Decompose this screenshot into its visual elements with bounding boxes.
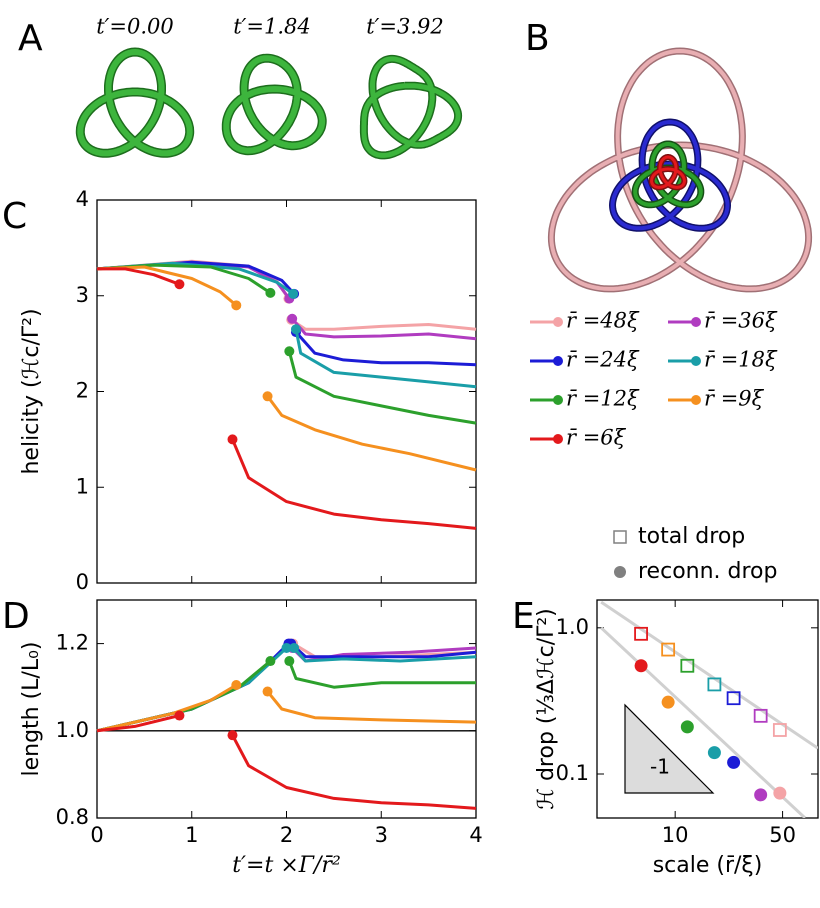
y-tick-label: 2 — [76, 379, 89, 403]
legend-dot — [553, 395, 563, 405]
knot — [77, 48, 193, 157]
plot-frame — [96, 199, 477, 584]
series-line — [96, 683, 477, 733]
reconnection-dot — [262, 686, 273, 697]
caption: t′=0.00 — [96, 15, 174, 39]
reconnection-dot — [174, 279, 185, 290]
legend-label: r̄ =36ξ — [704, 309, 778, 333]
reconnection-dot — [231, 680, 242, 691]
knot — [610, 119, 730, 231]
slope-triangle — [624, 703, 715, 794]
fit-line — [600, 626, 807, 818]
panel-letter: E — [512, 596, 535, 637]
reconnection-dot — [262, 391, 273, 402]
legend-label: r̄ =9ξ — [704, 387, 765, 411]
x-tick-label: 50 — [769, 823, 796, 847]
y-axis-label: helicity (ℋc/Γ²) — [19, 308, 44, 474]
circle-marker — [773, 786, 787, 800]
legend-label: reconn. drop — [638, 559, 777, 584]
reconnection-dot — [290, 324, 301, 335]
reconnection-dot — [174, 710, 185, 721]
square-marker — [707, 677, 722, 692]
square-marker — [772, 723, 787, 737]
y-tick-label: 1.2 — [56, 631, 89, 655]
y-tick-label: 0 — [76, 570, 89, 594]
y-tick-label: 1.0 — [556, 615, 589, 639]
square-marker — [634, 626, 648, 641]
circle-marker — [634, 659, 648, 673]
reconnection-dot — [227, 730, 238, 741]
legend-label: total drop — [638, 524, 745, 549]
panel-letter: D — [2, 596, 30, 637]
x-tick-label: 0 — [90, 823, 103, 847]
circle-marker — [661, 695, 675, 709]
circle-marker — [707, 746, 721, 760]
reconnection-dot — [284, 346, 295, 357]
circle-marker — [680, 720, 694, 734]
slope-label: -1 — [650, 755, 670, 779]
knot-illustrations — [75, 47, 813, 293]
reconnection-dot — [288, 288, 299, 299]
legend-dot — [691, 317, 701, 327]
knot — [633, 142, 703, 207]
x-axis-label: t′=t ×Γ/r̄² — [232, 853, 341, 878]
legend-dot — [553, 434, 563, 444]
plot-frame — [596, 599, 819, 819]
legend-label: r̄ =6ξ — [566, 426, 627, 450]
legend-dot — [691, 356, 701, 366]
x-axis-label: scale (r̄/ξ) — [653, 853, 763, 878]
x-tick-label: 10 — [662, 823, 689, 847]
y-tick-label: 0.1 — [556, 761, 589, 785]
panel-letter: A — [18, 18, 43, 59]
y-tick-label: 3 — [76, 283, 89, 307]
knot — [223, 55, 326, 154]
series-line — [96, 714, 477, 810]
x-tick-label: 3 — [375, 823, 388, 847]
circle-marker — [754, 788, 768, 802]
legend-circle — [614, 566, 626, 578]
knot — [650, 155, 686, 189]
knot — [549, 48, 811, 291]
panel-letter: C — [2, 196, 27, 237]
reconnection-dot — [281, 642, 292, 653]
knot — [361, 56, 461, 158]
legend-label: r̄ =18ξ — [704, 348, 778, 372]
y-tick-label: 1 — [76, 474, 89, 498]
y-tick-label: 4 — [76, 187, 89, 211]
series-line — [97, 267, 477, 530]
legend-label: r̄ =48ξ — [566, 309, 640, 333]
series-line — [96, 265, 477, 472]
square-marker — [661, 642, 676, 657]
reconnection-dot — [227, 434, 238, 445]
legend-dot — [691, 395, 701, 405]
x-tick-label: 2 — [280, 823, 293, 847]
y-tick-label: 1.0 — [56, 718, 89, 742]
caption: t′=3.92 — [366, 15, 444, 39]
y-axis-label: ℋ drop (⅓Δℋc/Γ²) — [534, 608, 559, 810]
reconnection-dot — [287, 313, 298, 324]
circle-marker — [727, 755, 741, 769]
reconnection-dot — [231, 300, 242, 311]
square-marker — [680, 658, 695, 673]
y-axis-label: length (L/L₀) — [19, 641, 44, 776]
caption: t′=1.84 — [233, 15, 311, 39]
legend-dot — [553, 317, 563, 327]
reconnection-dot — [289, 642, 300, 653]
reconnection-dot — [265, 656, 276, 667]
y-tick-label: 0.8 — [56, 805, 89, 829]
panel-letter: B — [525, 18, 550, 59]
x-tick-label: 4 — [469, 823, 482, 847]
reconnection-dot — [284, 656, 295, 667]
legend-dot — [553, 356, 563, 366]
legend-label: r̄ =24ξ — [566, 348, 640, 372]
square-marker — [726, 691, 741, 706]
square-marker — [753, 708, 768, 723]
legend-square — [613, 530, 627, 544]
x-tick-label: 1 — [185, 823, 198, 847]
reconnection-dot — [265, 287, 276, 298]
legend-label: r̄ =12ξ — [566, 387, 640, 411]
